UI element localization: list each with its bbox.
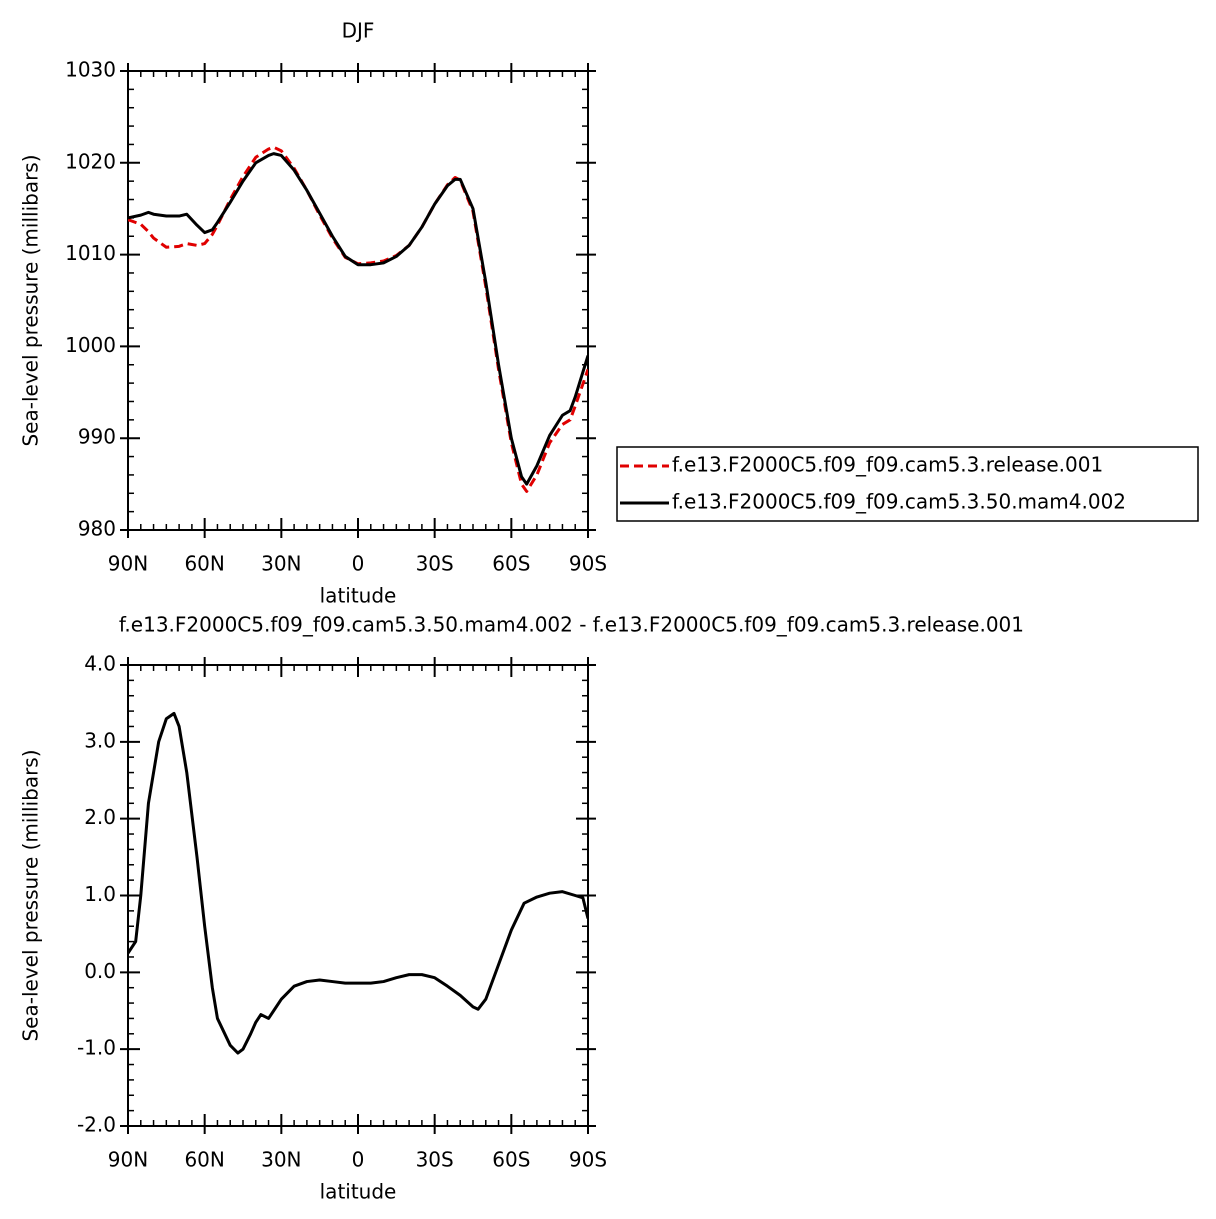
x-tick-label: 90S (569, 552, 607, 576)
data-line (128, 711, 588, 1055)
x-tick-label: 0 (352, 1148, 365, 1172)
x-tick-label: 30N (261, 1148, 301, 1172)
x-tick-label: 60N (184, 1148, 224, 1172)
y-tick-label: 1000 (65, 333, 116, 357)
x-axis-label: latitude (320, 1180, 397, 1204)
y-tick-label: 4.0 (84, 652, 116, 676)
y-tick-label: 990 (78, 425, 116, 449)
y-tick-label: 0.0 (84, 959, 116, 983)
x-axis-label: latitude (320, 584, 397, 608)
y-axis-label: Sea-level pressure (millibars) (19, 749, 43, 1041)
plot-frame (127, 70, 589, 531)
x-tick-label: 60N (184, 552, 224, 576)
x-tick-label: 90S (569, 1148, 607, 1172)
y-tick-label: -1.0 (77, 1036, 116, 1060)
y-tick-label: 1010 (65, 241, 116, 265)
x-tick-label: 90N (108, 1148, 148, 1172)
y-tick-label: 1030 (65, 58, 116, 82)
x-tick-label: 60S (492, 1148, 530, 1172)
data-line (128, 145, 588, 493)
y-tick-label: -2.0 (77, 1113, 116, 1137)
x-tick-label: 30S (416, 552, 454, 576)
legend-label: f.e13.F2000C5.f09_f09.cam5.3.50.mam4.002 (672, 490, 1126, 514)
x-tick-label: 30N (261, 552, 301, 576)
legend-label: f.e13.F2000C5.f09_f09.cam5.3.release.001 (672, 453, 1103, 477)
x-tick-label: 90N (108, 552, 148, 576)
y-tick-label: 2.0 (84, 805, 116, 829)
y-tick-label: 3.0 (84, 728, 116, 752)
x-tick-label: 60S (492, 552, 530, 576)
y-tick-label: 980 (78, 517, 116, 541)
y-axis-label: Sea-level pressure (millibars) (19, 154, 43, 446)
x-tick-label: 0 (352, 552, 365, 576)
y-tick-label: 1.0 (84, 882, 116, 906)
data-line (128, 152, 588, 486)
plot-frame (127, 664, 589, 1127)
x-tick-label: 30S (416, 1148, 454, 1172)
chart-title: f.e13.F2000C5.f09_f09.cam5.3.50.mam4.002… (119, 613, 1024, 637)
chart-title: DJF (342, 19, 375, 43)
y-tick-label: 1020 (65, 149, 116, 173)
legend-box (616, 446, 1199, 522)
